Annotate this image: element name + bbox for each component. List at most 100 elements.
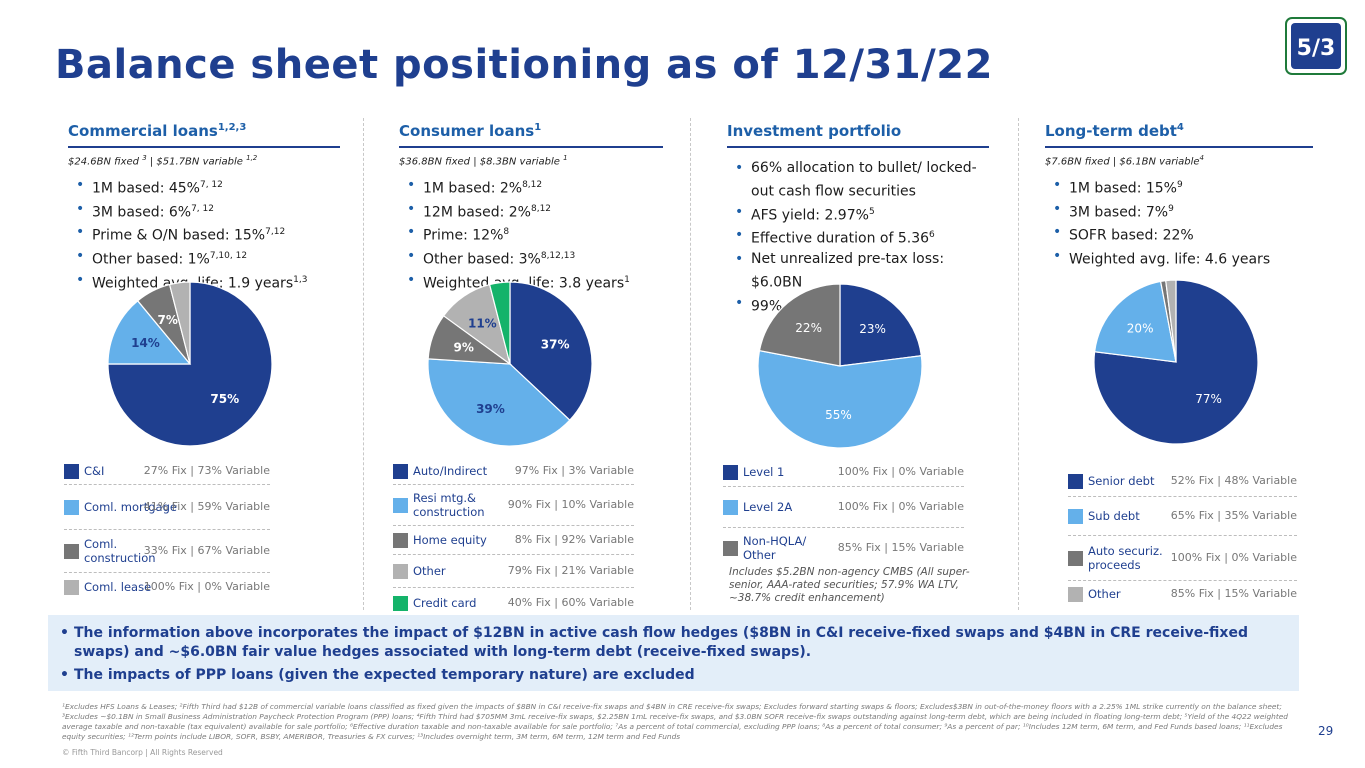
bullet-item: 3M based: 7%9: [1053, 199, 1313, 223]
pie-slice-label: 23%: [859, 322, 886, 336]
legend-row: Home equity 8% Fix | 92% Variable: [393, 526, 634, 555]
commercial-loans-pie-chart: 75% 14% 7% 4%: [107, 278, 273, 447]
pie-slice: [427, 358, 571, 447]
pie-slice-label: 4%: [488, 278, 508, 281]
legend-label: Other: [1088, 587, 1121, 601]
pie-slice: [839, 283, 923, 367]
pie-slice-label: 2%: [1161, 276, 1180, 278]
legend-row: Other 79% Fix | 21% Variable: [393, 555, 634, 588]
legend-label: Coml. lease: [84, 580, 152, 594]
investment-portfolio-note: Includes $5.2BN non-agency CMBS (All sup…: [729, 566, 970, 604]
legend-value: 40% Fix | 60% Variable: [507, 596, 634, 609]
pie-slice: [757, 349, 923, 449]
legend-swatch: [393, 463, 408, 479]
bullet-item: Other based: 1%7,10, 12: [76, 246, 340, 270]
bullet-item: 1M based: 2%8,12: [407, 175, 663, 199]
legend-label: Level 1: [743, 465, 785, 479]
investment-portfolio-legend: Level 1 100% Fix | 0% Variable Level 2A 100…: [723, 458, 964, 568]
pie-slice: [488, 281, 511, 365]
legend-row: C&I 27% Fix | 73% Variable: [64, 458, 270, 485]
investment-portfolio-pie-chart: 23% 55% 22%: [757, 283, 923, 449]
pie-slice-label: 55%: [825, 408, 852, 422]
legend-value: 90% Fix | 10% Variable: [507, 498, 634, 511]
column-divider: [1018, 118, 1019, 610]
pie-slice-label: 14%: [131, 336, 160, 350]
page-title: Balance sheet positioning as of 12/31/22: [55, 42, 993, 88]
consumer-loans-heading: Consumer loans1: [399, 122, 663, 148]
legend-label: Resi mtg.& construction: [413, 491, 485, 519]
legend-swatch: [393, 532, 408, 548]
pie-slice-label: 1%: [1152, 276, 1171, 279]
legend-swatch: [64, 499, 79, 515]
legend-value: 85% Fix | 15% Variable: [837, 541, 964, 554]
legend-swatch: [393, 595, 408, 611]
column-divider: [690, 118, 691, 610]
legend-swatch: [723, 464, 738, 480]
legend-row: Other 85% Fix | 15% Variable: [1068, 581, 1297, 607]
bullet-item: SOFR based: 22%: [1053, 222, 1313, 246]
banner-bullet: The information above incorporates the i…: [60, 624, 1299, 662]
legend-row: Credit card 40% Fix | 60% Variable: [393, 588, 634, 618]
copyright: © Fifth Third Bancorp | All Rights Reser…: [62, 748, 223, 757]
legend-value: 8% Fix | 92% Variable: [514, 533, 634, 546]
bullet-item: 12M based: 2%8,12: [407, 199, 663, 223]
pie-slice: [758, 283, 841, 367]
pie-slice-label: 7%: [157, 313, 177, 327]
legend-label: Non-HQLA/ Other: [743, 534, 807, 562]
legend-swatch: [393, 563, 408, 579]
long-term-debt-bullets: 1M based: 15%9 3M based: 7%9 SOFR based:…: [1053, 175, 1313, 270]
legend-swatch: [723, 540, 738, 556]
bullet-item: Net unrealized pre-tax loss: $6.0BN: [735, 249, 989, 293]
investment-portfolio-heading: Investment portfolio: [727, 122, 989, 148]
legend-value: 85% Fix | 15% Variable: [1170, 587, 1297, 600]
banner-bullet: The impacts of PPP loans (given the expe…: [60, 666, 1299, 685]
legend-row: Auto securiz. proceeds 100% Fix | 0% Vari…: [1068, 536, 1297, 581]
legend-row: Resi mtg.& construction 90% Fix | 10% Var…: [393, 485, 634, 526]
legend-row: Coml. construction 33% Fix | 67% Variable: [64, 530, 270, 573]
long-term-debt-section: Long-term debt4 $7.6BN fixed | $6.1BN va…: [1045, 122, 1313, 612]
pie-slice: [107, 299, 192, 365]
legend-label: C&I: [84, 464, 105, 478]
bullet-item: 1M based: 45%7, 12: [76, 175, 340, 199]
legend-label: Auto securiz. proceeds: [1088, 544, 1163, 572]
legend-row: Auto/Indirect 97% Fix | 3% Variable: [393, 458, 634, 485]
bullet-item: Prime & O/N based: 15%7,12: [76, 222, 340, 246]
legend-value: 100% Fix | 0% Variable: [837, 465, 964, 478]
pie-slice-label: 39%: [476, 402, 505, 416]
consumer-loans-section: Consumer loans1 $36.8BN fixed | $8.3BN v…: [399, 122, 663, 612]
legend-row: Level 1 100% Fix | 0% Variable: [723, 458, 964, 487]
legend-swatch: [64, 463, 79, 479]
pie-slice: [1093, 280, 1177, 363]
legend-value: 41% Fix | 59% Variable: [143, 500, 270, 513]
page-number: 29: [1318, 724, 1334, 738]
legend-value: 97% Fix | 3% Variable: [514, 464, 634, 477]
pie-slice-label: 77%: [1195, 392, 1222, 406]
legend-row: Level 2A 100% Fix | 0% Variable: [723, 487, 964, 528]
pie-slice-label: 37%: [541, 337, 570, 351]
footnotes: ¹Excludes HFS Loans & Leases; ²Fifth Thi…: [62, 702, 1288, 741]
pie-slice-label: 4%: [168, 278, 188, 281]
legend-label: Auto/Indirect: [413, 464, 488, 478]
bullet-item: Other based: 3%8,12,13: [407, 246, 663, 270]
pie-slice-label: 11%: [468, 316, 497, 330]
logo-text: 5/3: [1297, 36, 1336, 61]
legend-swatch: [1068, 550, 1083, 566]
pie-slice: [509, 281, 593, 421]
investment-portfolio-bullets: 66% allocation to bullet/ locked-out cas…: [735, 158, 989, 316]
bullet-item: 66% allocation to bullet/ locked-out cas…: [735, 158, 989, 202]
legend-swatch: [64, 579, 79, 595]
legend-label: Coml. mortgage: [84, 500, 177, 514]
fifth-third-logo: 5/3: [1285, 17, 1347, 75]
legend-value: 65% Fix | 35% Variable: [1170, 509, 1297, 522]
legend-label: Home equity: [413, 533, 487, 547]
commercial-loans-subtitle: $24.6BN fixed 3 | $51.7BN variable 1,2: [68, 154, 258, 168]
consumer-loans-bullets: 1M based: 2%8,12 12M based: 2%8,12 Prime…: [407, 175, 663, 293]
pie-slice-label: 75%: [210, 392, 239, 406]
legend-label: Level 2A: [743, 500, 793, 514]
legend-swatch: [723, 499, 738, 515]
legend-swatch: [1068, 473, 1083, 489]
investment-portfolio-section: Investment portfolio 66% allocation to b…: [727, 122, 989, 612]
legend-value: 27% Fix | 73% Variable: [143, 464, 270, 477]
legend-swatch: [393, 497, 408, 513]
legend-label: Credit card: [413, 596, 477, 610]
